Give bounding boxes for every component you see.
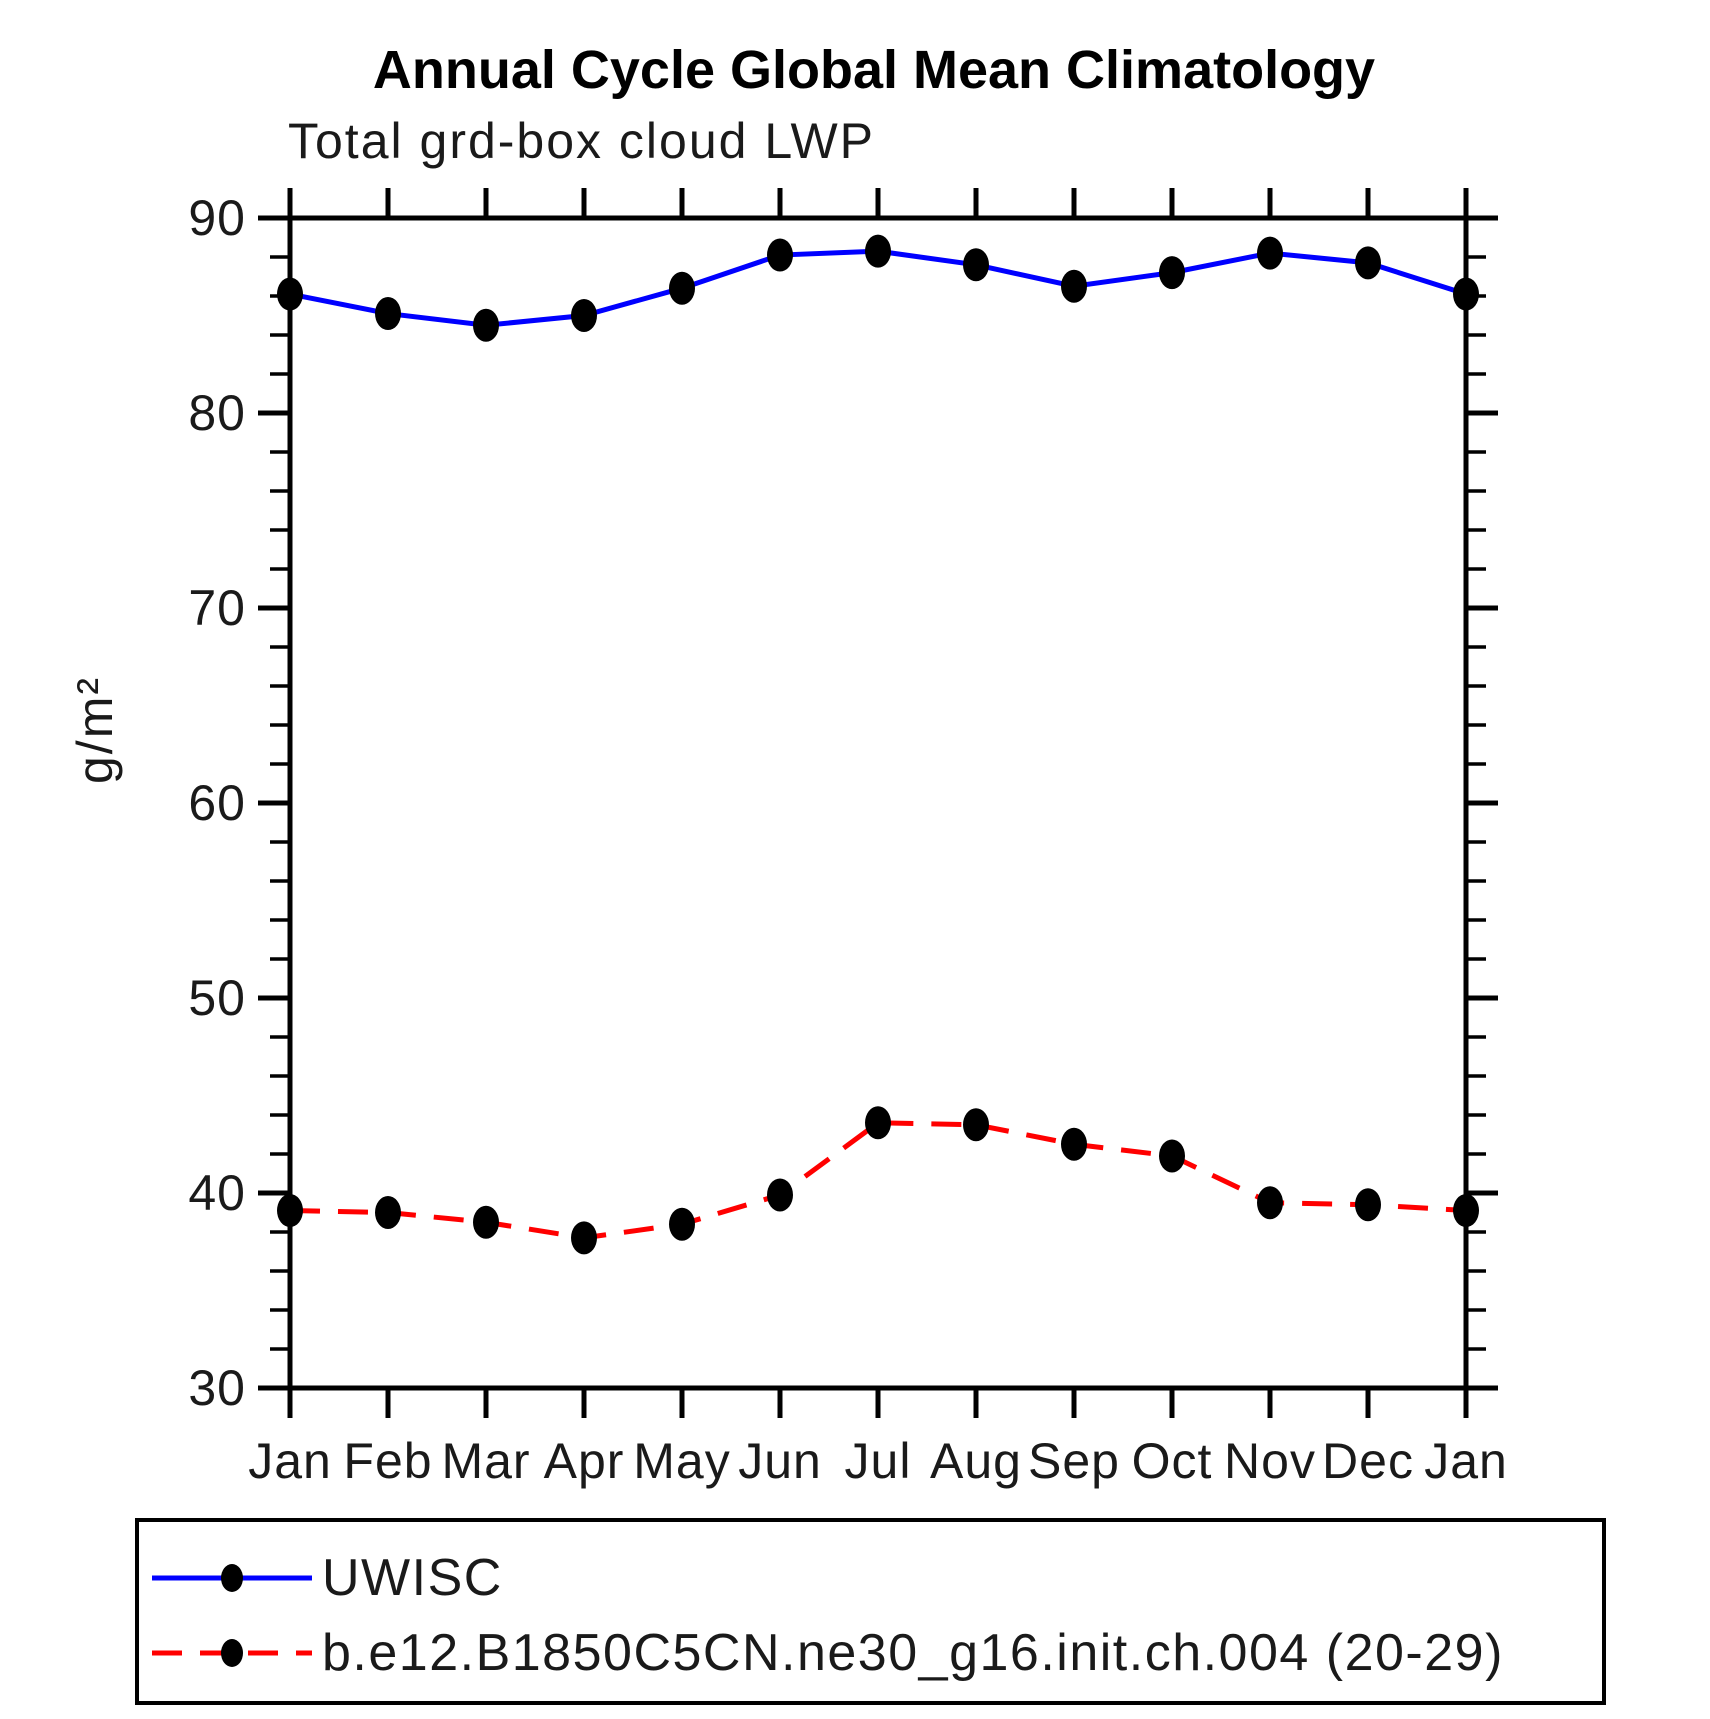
data-point (865, 234, 891, 268)
data-point (865, 1106, 891, 1140)
data-point (1159, 1139, 1185, 1173)
data-point (571, 1221, 597, 1255)
data-point (277, 1194, 303, 1228)
data-point (1453, 1194, 1479, 1228)
data-point (669, 271, 695, 305)
data-point (277, 277, 303, 311)
legend-label: b.e12.B1850C5CN.ne30_g16.init.ch.004 (20… (322, 1624, 1504, 1682)
legend-box (135, 1518, 1606, 1705)
legend-marker (221, 1639, 243, 1667)
series-line-1 (289, 1120, 1467, 1241)
chart-title: Annual Cycle Global Mean Climatology (373, 40, 1375, 100)
x-tick-label: Jan (1424, 1433, 1508, 1489)
x-tick-label: Feb (343, 1433, 432, 1489)
x-tick-label: May (633, 1433, 730, 1489)
data-point (473, 308, 499, 342)
x-tick-label: Nov (1224, 1433, 1316, 1489)
data-point (1257, 1186, 1283, 1220)
legend-marker (221, 1564, 243, 1592)
x-tick-label: Dec (1322, 1433, 1414, 1489)
x-tick-label: Oct (1132, 1433, 1213, 1489)
data-point (473, 1205, 499, 1239)
data-point (571, 299, 597, 332)
chart-subtitle: Total grd-box cloud LWP (288, 113, 875, 169)
y-tick-label: 40 (188, 1165, 246, 1221)
data-point (1355, 246, 1381, 280)
data-point (375, 297, 401, 331)
data-point (1061, 269, 1087, 303)
y-axis-label: g/m² (67, 676, 123, 784)
data-point (963, 248, 989, 282)
x-tick-label: Jan (248, 1433, 332, 1489)
y-tick-label: 80 (188, 385, 246, 441)
data-point (1159, 256, 1185, 290)
y-tick-label: 70 (188, 580, 246, 636)
x-tick-label: Sep (1028, 1433, 1120, 1489)
plot-frame (287, 215, 1469, 1391)
data-point (767, 238, 793, 272)
data-point (1355, 1188, 1381, 1222)
data-point (1453, 277, 1479, 311)
data-point (1061, 1127, 1087, 1161)
y-tick-label: 60 (188, 775, 246, 831)
legend-label: UWISC (322, 1549, 503, 1607)
x-tick-label: Aug (930, 1433, 1022, 1489)
data-point (669, 1207, 695, 1241)
x-tick-label: Jul (845, 1433, 912, 1489)
data-point (767, 1178, 793, 1212)
data-point (375, 1196, 401, 1229)
y-tick-label: 90 (188, 190, 246, 246)
data-point (1257, 236, 1283, 270)
x-tick-label: Apr (544, 1433, 625, 1489)
y-tick-label: 30 (188, 1360, 246, 1416)
legend: UWISC b.e12.B1850C5CN.ne30_g16.init.ch.00… (135, 1518, 1606, 1705)
y-tick-label: 50 (188, 970, 246, 1026)
x-tick-label: Mar (441, 1433, 530, 1489)
x-tick-label: Jun (738, 1433, 822, 1489)
data-point (963, 1108, 989, 1142)
